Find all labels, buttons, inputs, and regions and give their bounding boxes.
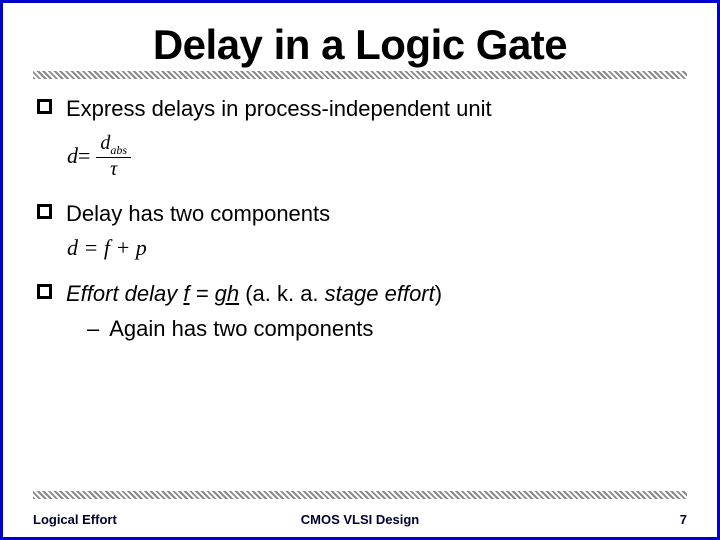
footer-rule	[33, 491, 687, 499]
b3-stage: stage effort	[325, 281, 435, 306]
b3-mid: =	[190, 281, 215, 306]
bullet-2-text: Delay has two components	[66, 200, 330, 229]
b3-gh: gh	[215, 281, 239, 306]
bullet-box-icon	[37, 284, 52, 299]
b3-prefix: Effort delay	[66, 281, 183, 306]
bullet-2: Delay has two components	[37, 200, 683, 229]
formula-1-lhs: d	[67, 143, 78, 169]
b3-close: )	[435, 281, 442, 306]
footer-center: CMOS VLSI Design	[301, 512, 419, 527]
content-area: Express delays in process-independent un…	[33, 95, 687, 343]
formula-1: d = dabs τ	[67, 132, 683, 180]
formula-2-text: d = f + p	[67, 235, 147, 261]
b3-aka: (a. k. a.	[239, 281, 325, 306]
slide-frame: Delay in a Logic Gate Express delays in …	[0, 0, 720, 540]
formula-2: d = f + p	[67, 234, 683, 262]
footer-left: Logical Effort	[33, 512, 117, 527]
sub-bullet-1: – Again has two components	[87, 315, 683, 344]
bullet-3: Effort delay f = gh (a. k. a. stage effo…	[37, 280, 683, 309]
formula-1-eq: =	[78, 143, 90, 169]
title-rule	[33, 71, 687, 79]
bullet-box-icon	[37, 204, 52, 219]
dash-icon: –	[87, 315, 99, 344]
slide-title: Delay in a Logic Gate	[33, 21, 687, 69]
bullet-1: Express delays in process-independent un…	[37, 95, 683, 124]
bullet-1-text: Express delays in process-independent un…	[66, 95, 492, 124]
formula-1-num-d: d	[100, 132, 110, 154]
sub-bullet-1-text: Again has two components	[109, 315, 373, 344]
footer: Logical Effort CMOS VLSI Design 7	[33, 512, 687, 527]
bullet-3-text: Effort delay f = gh (a. k. a. stage effo…	[66, 280, 442, 309]
bullet-box-icon	[37, 99, 52, 114]
formula-1-den: τ	[106, 158, 121, 180]
formula-1-fraction: dabs τ	[96, 132, 131, 180]
footer-page-number: 7	[680, 512, 687, 527]
formula-1-num: dabs	[96, 132, 131, 157]
formula-1-num-sub: abs	[110, 143, 127, 157]
